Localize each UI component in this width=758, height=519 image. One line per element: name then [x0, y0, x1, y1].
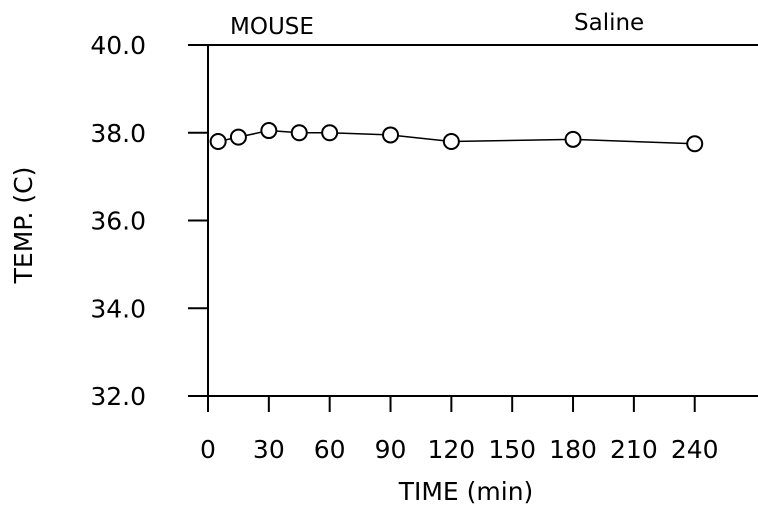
data-point — [442, 133, 460, 151]
data-point — [260, 122, 278, 140]
y-tick-label: 34.0 — [90, 294, 146, 323]
x-tick-label: 210 — [610, 435, 658, 464]
y-axis-title: TEMP. (C) — [9, 167, 38, 285]
data-point — [382, 126, 400, 144]
x-tick-label: 180 — [549, 435, 597, 464]
x-ticks: 0 30 60 90 120 150 180 210 240 — [200, 396, 719, 464]
header-left-label: MOUSE — [230, 14, 314, 40]
x-tick-label: 0 — [200, 435, 216, 464]
y-ticks: 32.0 34.0 36.0 38.0 40.0 — [90, 31, 208, 411]
data-point — [686, 135, 704, 153]
data-point — [209, 133, 227, 151]
data-point — [290, 124, 308, 142]
data-point — [229, 128, 247, 146]
x-tick-label: 60 — [314, 435, 346, 464]
y-tick-label: 36.0 — [90, 207, 146, 236]
y-tick-label: 32.0 — [90, 382, 146, 411]
series — [209, 122, 704, 153]
x-tick-label: 90 — [375, 435, 407, 464]
header-right-label: Saline — [574, 10, 644, 36]
x-tick-label: 30 — [253, 435, 285, 464]
x-tick-label: 240 — [671, 435, 719, 464]
x-tick-label: 120 — [428, 435, 476, 464]
x-tick-label: 150 — [488, 435, 536, 464]
y-tick-label: 38.0 — [90, 119, 146, 148]
data-point — [321, 124, 339, 142]
data-point — [564, 130, 582, 148]
y-tick-label: 40.0 — [90, 31, 146, 60]
x-axis-title: TIME (min) — [398, 477, 534, 506]
